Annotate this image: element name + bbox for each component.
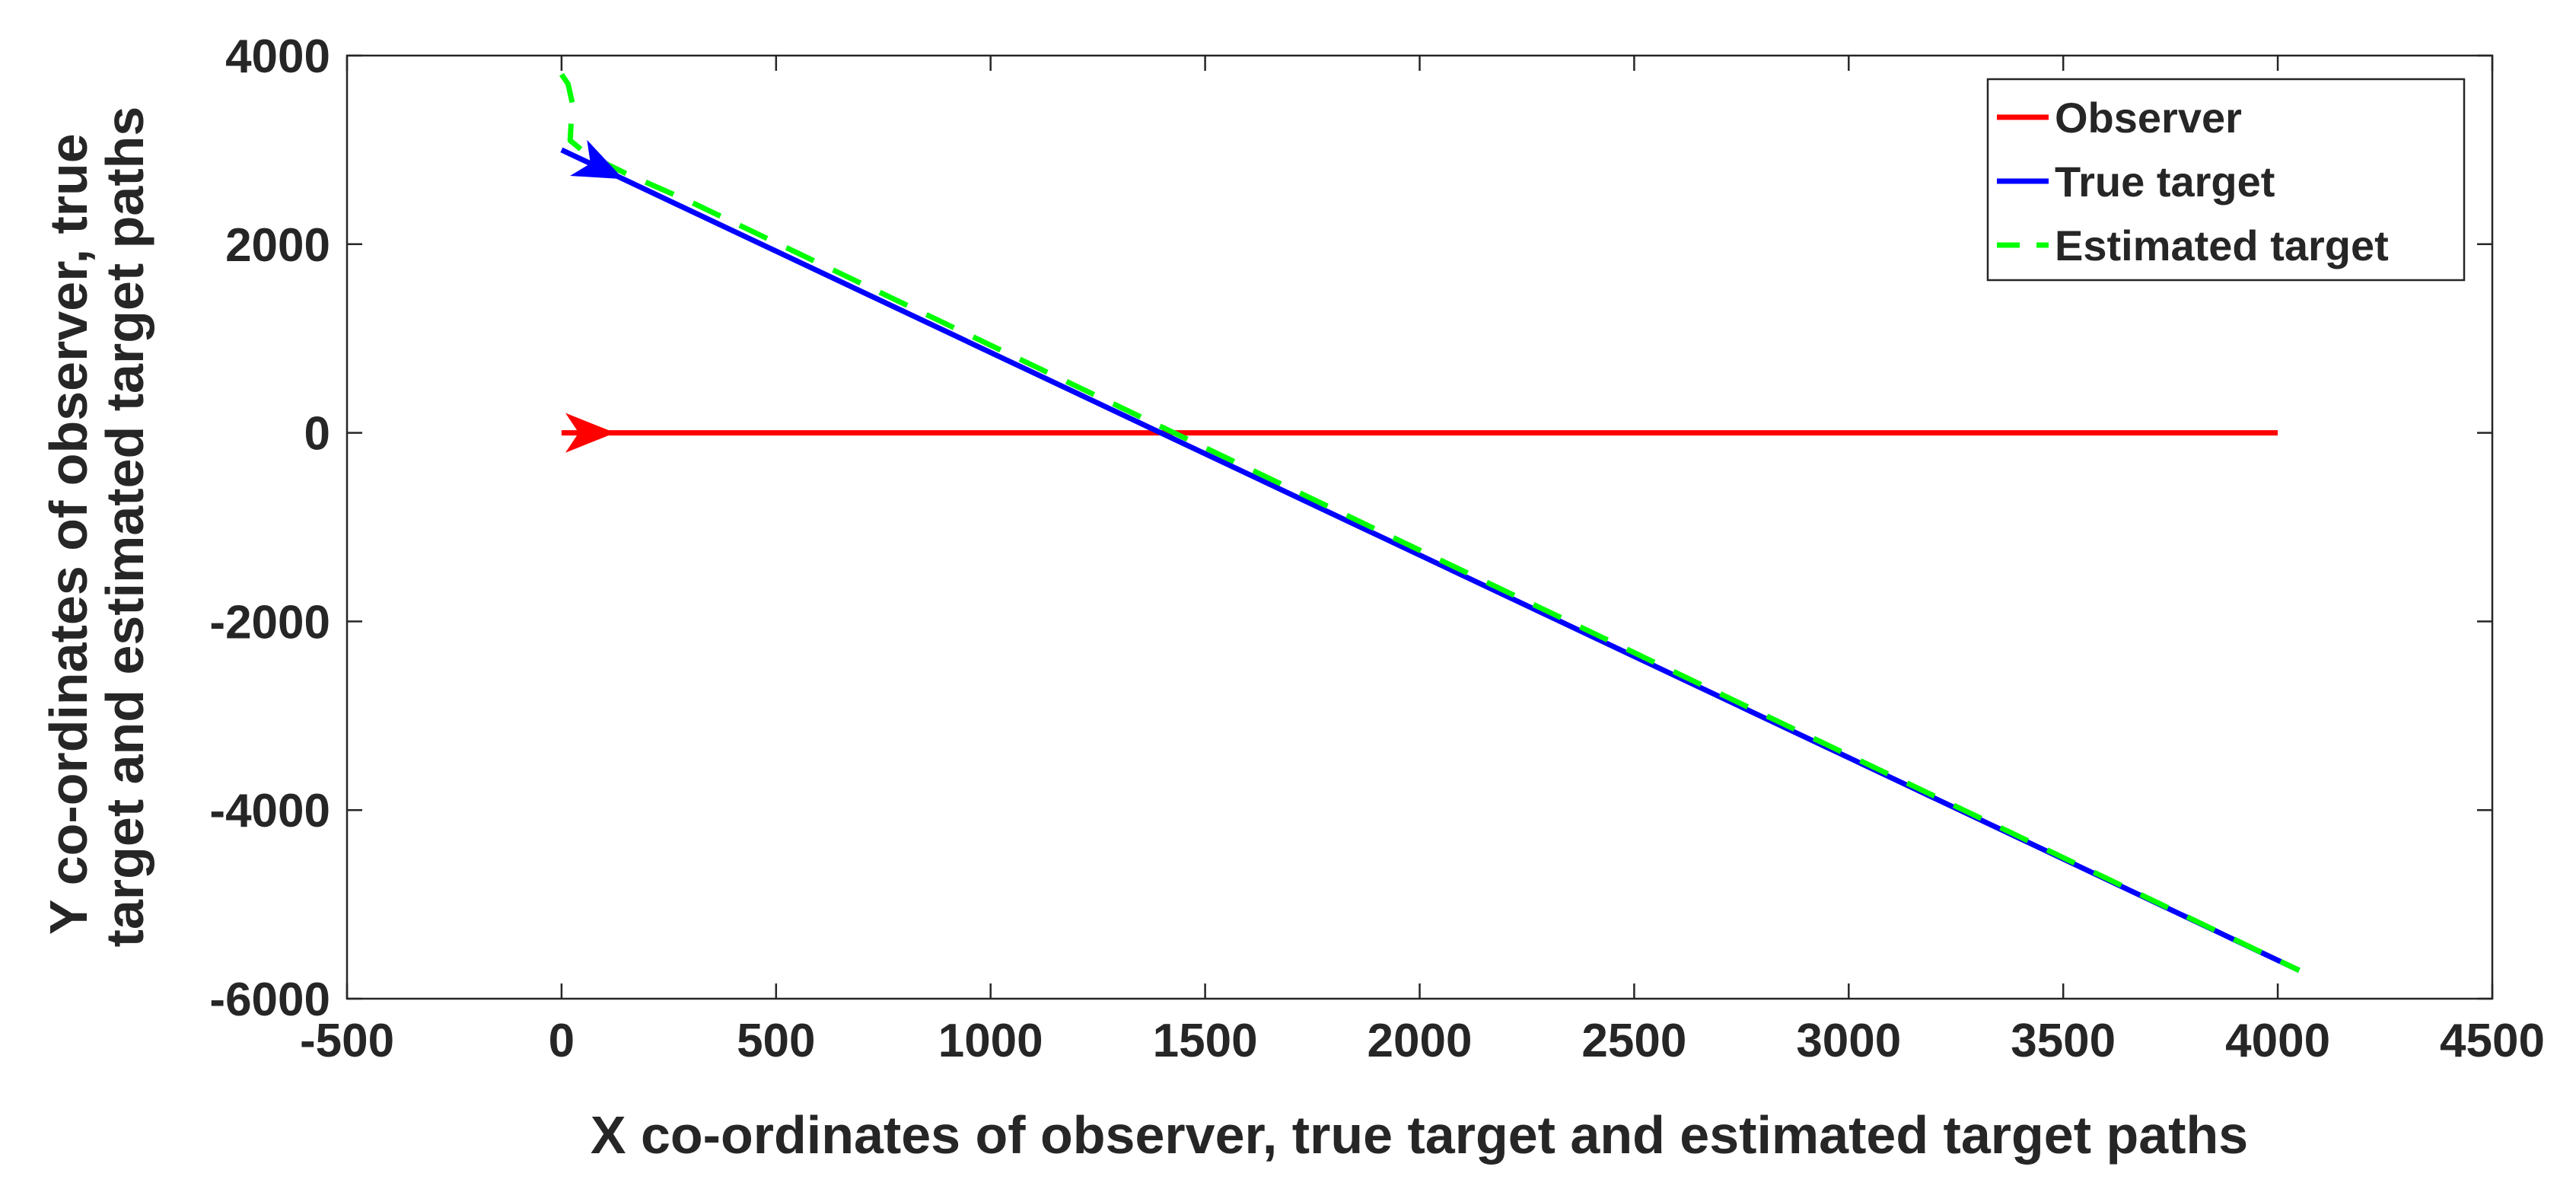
legend-box	[1986, 78, 2466, 282]
y-tick-label: -2000	[209, 596, 330, 649]
legend-label: Observer	[2055, 94, 2242, 142]
x-tick-label: 0	[549, 1015, 575, 1067]
x-tick-label: 3500	[2011, 1015, 2116, 1067]
y-axis-label: Y co-ordinates of observer, true target …	[39, 107, 154, 948]
x-tick-label: 3000	[1796, 1015, 1901, 1067]
ticks-layer: -500 0 500 1000 1500 2000 2500 3000 3500 4000 4500…	[209, 30, 2545, 1067]
direction-arrow-observer	[565, 413, 616, 453]
y-tick-label: -4000	[209, 785, 330, 837]
x-tick-label: 500	[737, 1015, 815, 1067]
x-tick-label: 2000	[1368, 1015, 1473, 1067]
y-axis-label-line-1: Y co-ordinates of observer, true	[39, 133, 98, 935]
x-tick-label: 1000	[938, 1015, 1043, 1067]
x-axis-label: X co-ordinates of observer, true target …	[591, 1105, 2248, 1165]
legend-label: True target	[2055, 158, 2275, 206]
series-line-estimated-target	[559, 72, 2301, 973]
y-tick-label: 2000	[225, 219, 330, 272]
y-tick-label: -6000	[209, 974, 330, 1026]
direction-arrow-true-target	[570, 139, 624, 180]
series-layer	[559, 72, 2301, 973]
y-tick-label: 4000	[225, 30, 330, 83]
y-axis-label-line-2: target and estimated target paths	[95, 107, 154, 948]
x-tick-label: 1500	[1153, 1015, 1258, 1067]
y-tick-label: 0	[304, 408, 330, 461]
x-tick-label: 4500	[2440, 1015, 2545, 1067]
x-tick-label: -500	[300, 1015, 394, 1067]
x-tick-label: 2500	[1581, 1015, 1686, 1067]
legend-label: Estimated target	[2055, 222, 2389, 269]
x-tick-label: 4000	[2225, 1015, 2330, 1067]
legend: Observer True target Estimated target	[1986, 78, 2466, 282]
